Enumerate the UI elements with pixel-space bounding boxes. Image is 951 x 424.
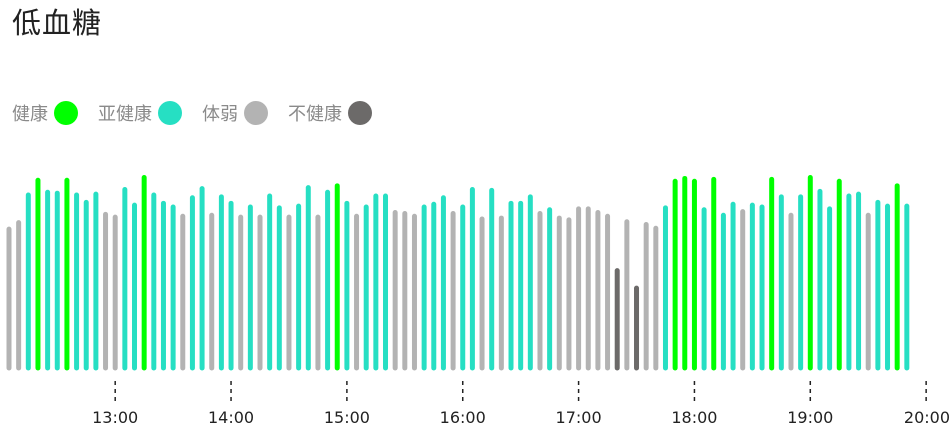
legend-label-unhealthy: 不健康 bbox=[288, 104, 342, 125]
x-tick-label: 14:00 bbox=[208, 408, 254, 424]
legend-item-healthy[interactable]: 健康 bbox=[12, 100, 78, 126]
x-tick-label: 15:00 bbox=[324, 408, 370, 424]
x-tick-label: 20:00 bbox=[904, 408, 950, 424]
x-tick-label: 18:00 bbox=[671, 408, 717, 424]
legend-dot-healthy bbox=[54, 101, 78, 125]
legend-label-healthy: 健康 bbox=[12, 104, 48, 125]
legend-label-subhealthy: 亚健康 bbox=[98, 104, 152, 125]
x-tick-label: 19:00 bbox=[787, 408, 833, 424]
legend: 健康 亚健康 体弱 不健康 bbox=[12, 99, 392, 127]
legend-item-unhealthy[interactable]: 不健康 bbox=[288, 100, 372, 126]
x-tick-label: 16:00 bbox=[440, 408, 486, 424]
x-axis: 13:00 14:00 15:00 16:00 17:00 18:00 19:00 20:00 bbox=[92, 381, 950, 424]
bars-group bbox=[6, 175, 910, 371]
legend-dot-subhealthy bbox=[158, 101, 182, 125]
legend-item-subhealthy[interactable]: 亚健康 bbox=[98, 100, 182, 126]
legend-label-weak: 体弱 bbox=[202, 104, 238, 125]
x-tick-label: 13:00 bbox=[92, 408, 138, 424]
legend-item-weak[interactable]: 体弱 bbox=[202, 100, 268, 126]
legend-dot-weak bbox=[244, 101, 268, 125]
chart-title: 低血糖 bbox=[12, 6, 103, 40]
x-tick-label: 17:00 bbox=[556, 408, 602, 424]
legend-dot-unhealthy bbox=[348, 101, 372, 125]
